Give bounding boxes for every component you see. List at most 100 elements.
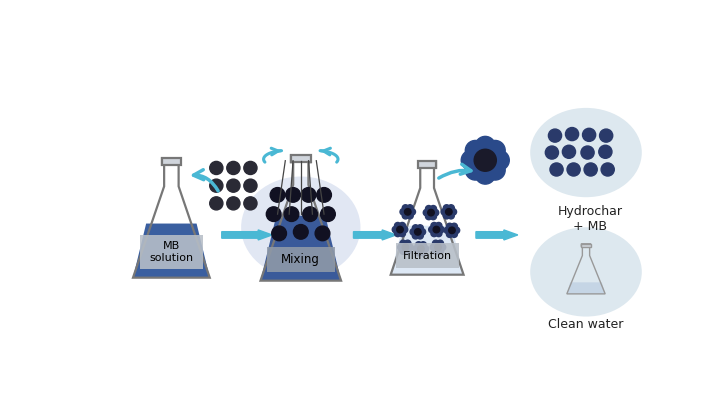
Circle shape [402,244,409,251]
Circle shape [433,240,439,247]
Circle shape [453,227,459,234]
Circle shape [415,249,422,256]
PathPatch shape [581,244,590,247]
Circle shape [426,213,432,220]
Circle shape [397,244,404,251]
Circle shape [407,213,413,219]
FancyArrow shape [476,230,518,240]
Circle shape [400,248,406,254]
Circle shape [465,141,485,160]
Circle shape [581,146,594,159]
Text: Clean water: Clean water [549,318,624,331]
Circle shape [438,226,444,233]
PathPatch shape [162,158,181,165]
Circle shape [485,141,505,160]
Circle shape [266,207,281,222]
Circle shape [446,209,452,215]
Circle shape [402,205,409,211]
Circle shape [489,150,509,170]
Circle shape [244,197,257,210]
Circle shape [227,197,240,210]
Circle shape [405,240,411,247]
Circle shape [432,209,438,216]
Text: Filtration: Filtration [402,251,451,260]
PathPatch shape [291,156,310,162]
Circle shape [286,188,300,202]
Circle shape [430,205,436,212]
Circle shape [420,249,426,256]
Circle shape [423,209,430,216]
Circle shape [433,248,439,254]
Circle shape [441,209,448,215]
Circle shape [436,222,442,229]
Circle shape [244,162,257,175]
Circle shape [565,128,579,141]
Circle shape [436,230,442,237]
Circle shape [448,213,454,219]
Circle shape [444,213,450,219]
Circle shape [402,213,409,219]
Circle shape [395,222,401,229]
Circle shape [600,129,613,142]
Circle shape [395,230,401,237]
FancyBboxPatch shape [140,235,203,269]
Circle shape [407,205,413,211]
FancyArrow shape [222,230,272,240]
Circle shape [475,136,495,156]
Circle shape [550,163,563,176]
Circle shape [437,248,444,254]
Circle shape [422,245,428,252]
Circle shape [413,225,419,231]
Ellipse shape [241,177,361,278]
Circle shape [582,128,595,141]
Circle shape [302,207,318,222]
Circle shape [418,245,424,252]
PathPatch shape [261,216,341,281]
Circle shape [399,222,405,229]
Circle shape [584,163,597,176]
Circle shape [485,160,505,180]
Circle shape [449,227,455,234]
Circle shape [401,226,408,233]
Circle shape [475,164,495,184]
Circle shape [413,232,419,239]
Circle shape [415,242,422,248]
Ellipse shape [530,108,642,197]
Circle shape [271,226,287,241]
Circle shape [444,205,450,211]
Text: MB
solution: MB solution [149,241,194,263]
Circle shape [400,209,407,215]
Circle shape [562,145,575,158]
Circle shape [426,205,432,212]
Circle shape [545,146,559,159]
FancyArrow shape [354,230,396,240]
Text: Hydrochar
+ MB: Hydrochar + MB [557,205,622,233]
Circle shape [415,229,421,235]
Circle shape [431,230,438,237]
Circle shape [444,227,451,234]
Circle shape [419,229,426,235]
Circle shape [320,207,336,222]
Circle shape [400,240,406,247]
Circle shape [437,240,444,247]
PathPatch shape [391,226,464,275]
PathPatch shape [133,224,210,278]
Circle shape [474,149,496,171]
Circle shape [446,223,453,230]
Circle shape [462,150,482,170]
Circle shape [428,226,435,233]
Ellipse shape [530,227,642,317]
Circle shape [446,231,453,237]
Circle shape [284,207,299,222]
Circle shape [431,244,437,251]
Circle shape [244,179,257,192]
Circle shape [294,224,308,239]
Circle shape [417,232,423,239]
Circle shape [407,244,413,251]
Circle shape [430,213,436,220]
Circle shape [397,226,403,233]
Circle shape [315,226,330,241]
Circle shape [428,209,434,216]
Circle shape [399,230,405,237]
Circle shape [420,242,426,248]
